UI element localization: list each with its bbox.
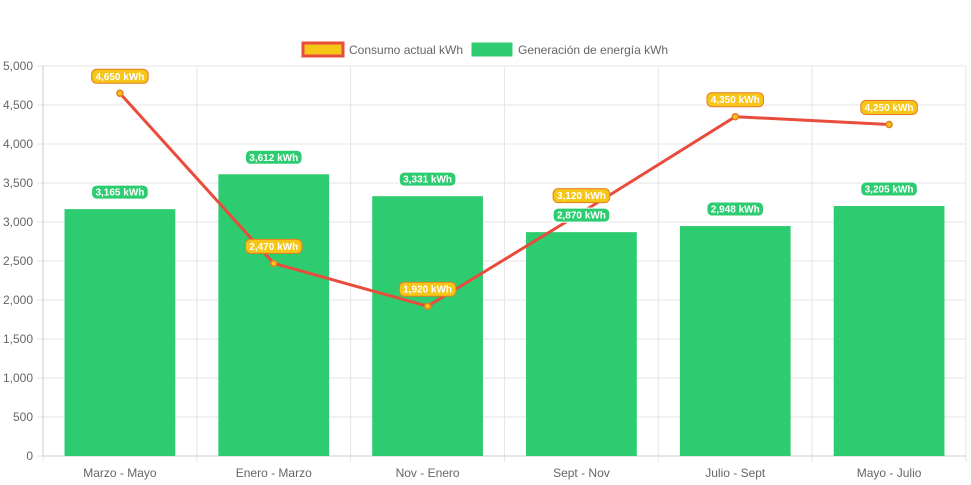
- line-point[interactable]: [423, 302, 432, 310]
- y-tick-label: 5,000: [3, 59, 33, 73]
- x-tick-label: Sept - Nov: [553, 466, 610, 480]
- y-tick-label: 0: [26, 449, 33, 463]
- legend-item-consumo[interactable]: Consumo actual kWh: [301, 41, 463, 58]
- line-point[interactable]: [270, 259, 278, 268]
- line-data-label-bg: [706, 92, 765, 108]
- line-point[interactable]: [116, 89, 124, 98]
- y-tick-label: 4,000: [3, 137, 33, 151]
- bar-data-label-text: 2,948 kWh: [711, 205, 760, 216]
- line-data-label-bg: [552, 188, 611, 204]
- line-data-label-text: 4,650 kWh: [95, 72, 144, 83]
- bar-data-label: 3,331 kWh: [398, 171, 457, 187]
- x-tick-label: Julio - Sept: [705, 466, 766, 480]
- line-data-label-bg: [91, 68, 149, 84]
- line-data-label-bg: [244, 238, 303, 254]
- line-point[interactable]: [885, 120, 893, 129]
- y-tick-label: 2,000: [3, 293, 33, 307]
- legend: Consumo actual kWh Generación de energía…: [301, 41, 668, 58]
- line-data-labels: 4,650 kWh 2,470 kWh 1,920 kWh 3,120 kWh 4,35…: [91, 68, 918, 297]
- line-data-label: 3,120 kWh: [552, 188, 611, 204]
- line-data-label: 4,250 kWh: [860, 100, 918, 115]
- bar-data-label: 2,870 kWh: [552, 207, 611, 223]
- bar-data-label-bg: [860, 181, 918, 197]
- bar[interactable]: [526, 232, 637, 456]
- grid: [37, 65, 967, 462]
- line-data-label: 4,650 kWh: [91, 68, 149, 84]
- bar-data-label-text: 2,870 kWh: [557, 211, 606, 222]
- bar-data-labels: 3,165 kWh 3,612 kWh 3,331 kWh 2,870 kWh 2,94…: [91, 149, 918, 223]
- line-data-label-text: 2,470 kWh: [249, 242, 298, 253]
- legend-item-generacion[interactable]: Generación de energía kWh: [471, 42, 668, 57]
- y-tick-label: 1,500: [3, 332, 33, 346]
- bar-series: [64, 174, 945, 456]
- line-data-label-text: 3,120 kWh: [557, 191, 606, 202]
- bar-data-label: 3,612 kWh: [244, 149, 303, 165]
- bar-data-label-text: 3,612 kWh: [249, 153, 298, 164]
- bar-data-label-text: 3,205 kWh: [865, 185, 914, 196]
- bar-data-label-text: 3,331 kWh: [403, 175, 452, 186]
- bar-data-label-bg: [398, 171, 457, 187]
- line-data-label-text: 1,920 kWh: [403, 285, 452, 296]
- bar-data-label-bg: [706, 201, 765, 217]
- legend-label-generacion: Generación de energía kWh: [518, 43, 668, 57]
- y-tick-label: 3,500: [3, 176, 33, 190]
- y-tick-label: 1,000: [3, 371, 33, 385]
- y-axis: 0 500 1,000 1,500 2,000 2,500 3,000 3,500 4,000 4…: [3, 59, 44, 463]
- line-data-label: 2,470 kWh: [244, 238, 303, 254]
- legend-label-consumo: Consumo actual kWh: [349, 43, 463, 57]
- x-tick-label: Enero - Marzo: [236, 466, 312, 480]
- y-tick-label: 500: [13, 410, 33, 424]
- y-tick-label: 4,500: [3, 98, 33, 112]
- y-tick-label: 2,500: [3, 254, 33, 268]
- line-data-label-bg: [860, 100, 918, 115]
- x-tick-label: Mayo - Julio: [857, 466, 922, 480]
- legend-swatch-generacion: [471, 42, 513, 57]
- bar[interactable]: [218, 174, 330, 456]
- bar[interactable]: [64, 209, 176, 456]
- bar-data-label-bg: [91, 184, 149, 200]
- line-data-label: 1,920 kWh: [398, 281, 457, 297]
- bar[interactable]: [679, 226, 791, 456]
- y-tick-label: 3,000: [3, 215, 33, 229]
- line-data-label-bg: [398, 281, 457, 297]
- x-axis: Marzo - Mayo Enero - Marzo Nov - Enero Sept…: [43, 455, 966, 480]
- bar-data-label: 3,165 kWh: [91, 184, 149, 200]
- legend-swatch-consumo: [301, 41, 345, 58]
- x-tick-label: Marzo - Mayo: [83, 466, 157, 480]
- line-data-label-text: 4,250 kWh: [865, 103, 914, 114]
- bar-data-label: 2,948 kWh: [706, 201, 765, 217]
- bar-data-label: 3,205 kWh: [860, 181, 918, 197]
- line-point[interactable]: [731, 112, 739, 121]
- bar[interactable]: [833, 206, 945, 456]
- line-path: [118, 92, 890, 308]
- line-data-label: 4,350 kWh: [706, 92, 765, 108]
- bar-data-label-bg: [244, 149, 303, 165]
- x-tick-label: Nov - Enero: [396, 466, 460, 480]
- line-data-label-text: 4,350 kWh: [711, 95, 760, 106]
- bar-data-label-text: 3,165 kWh: [95, 188, 144, 199]
- bar[interactable]: [372, 196, 483, 456]
- bar-data-label-bg: [552, 207, 611, 223]
